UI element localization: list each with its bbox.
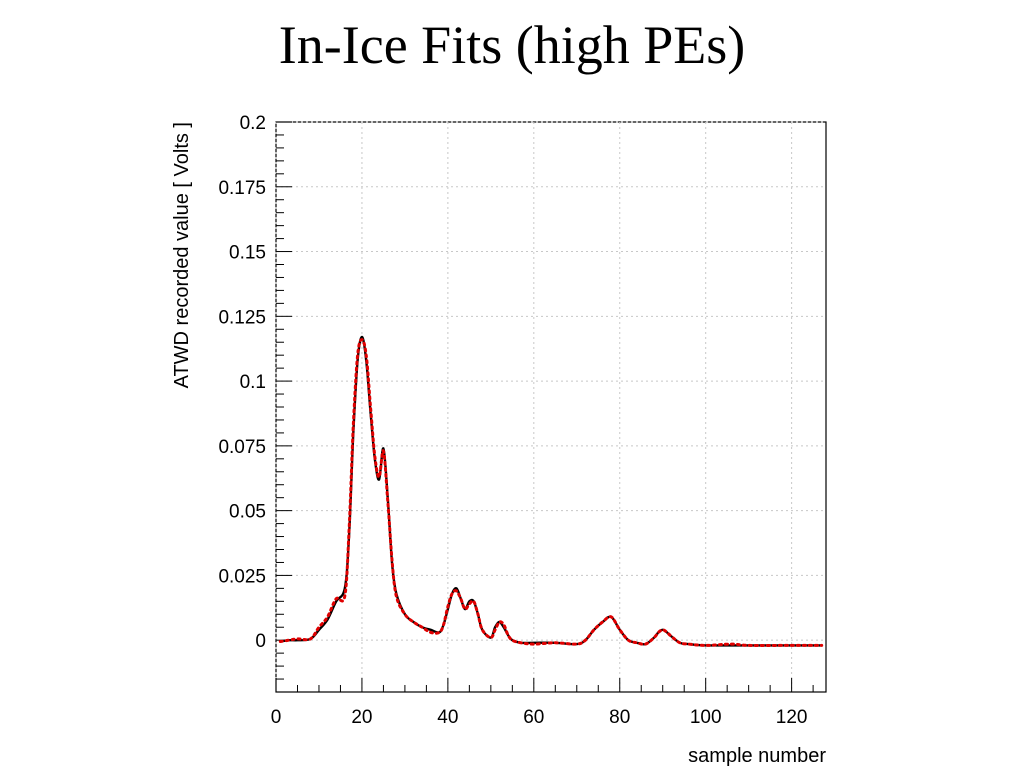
x-tick-label: 20 xyxy=(351,707,372,728)
x-tick-label: 40 xyxy=(437,707,458,728)
x-tick-label: 60 xyxy=(523,707,544,728)
y-tick-label: 0 xyxy=(255,631,266,652)
y-tick-label: 0.125 xyxy=(218,307,266,328)
slide-title: In-Ice Fits (high PEs) xyxy=(278,15,746,75)
gridlines xyxy=(275,121,826,692)
y-tick-label: 0.175 xyxy=(218,178,266,199)
y-tick-label: 0.2 xyxy=(240,113,266,134)
y-tick-label: 0.025 xyxy=(218,566,266,587)
y-tick-label: 0.05 xyxy=(229,502,266,523)
x-tick-label: 100 xyxy=(690,707,722,728)
series-layer xyxy=(278,335,824,647)
y-tick-label: 0.075 xyxy=(218,437,266,458)
x-tick-label: 80 xyxy=(609,707,630,728)
data-series-line xyxy=(278,338,824,647)
plot-frame xyxy=(275,121,827,693)
y-axis-label: ATWD recorded value [ Volts ] xyxy=(171,122,193,388)
x-tick-label: 0 xyxy=(271,707,282,728)
y-tick-label: 0.1 xyxy=(240,372,266,393)
axis-ticks: 0 20 40 60 80 100 120 0 0.025 0.05 0.075 0.1 0.125 0.… xyxy=(218,113,814,728)
x-axis-label: sample number xyxy=(688,745,826,767)
x-tick-label: 120 xyxy=(776,707,808,728)
y-tick-label: 0.15 xyxy=(229,243,266,264)
